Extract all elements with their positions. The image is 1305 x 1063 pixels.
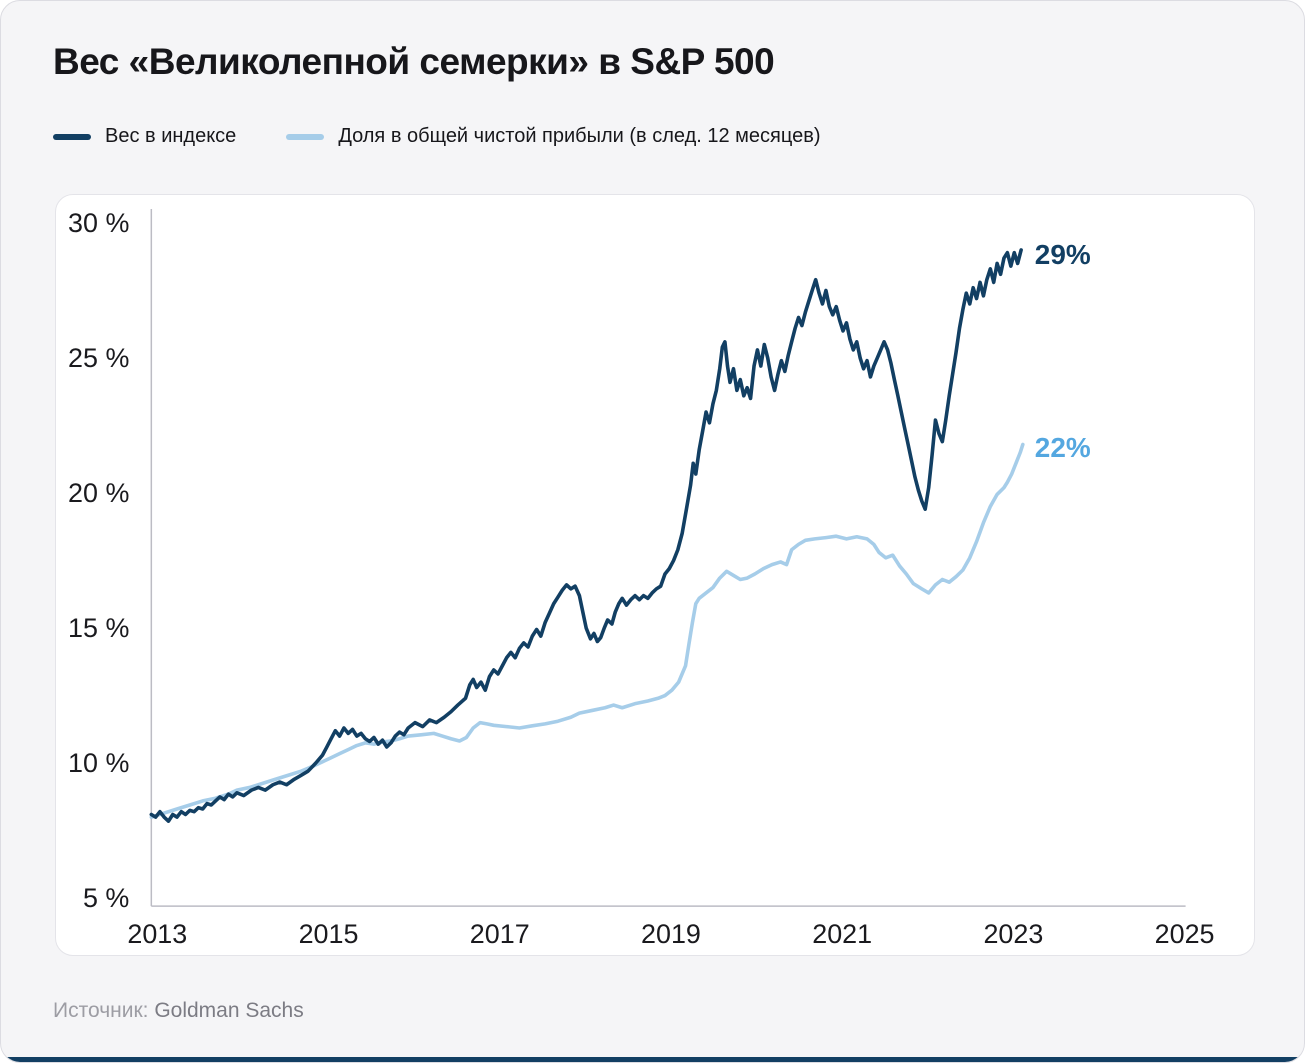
source: Источник: Goldman Sachs (53, 999, 304, 1023)
bottom-accent-bar (1, 1057, 1304, 1062)
page-title: Вес «Великолепной семерки» в S&P 500 (53, 41, 775, 82)
y-tick-label: 15 % (68, 613, 129, 643)
y-tick-label: 10 % (68, 748, 129, 778)
series-line-1 (149, 442, 1025, 819)
chart-card: 30 % 25 % 20 % 15 % 10 % 5 % 2013 2015 2017 2019 2… (55, 194, 1255, 956)
x-tick-label: 2015 (299, 919, 359, 949)
source-label: Источник: (53, 999, 149, 1022)
line-chart-canvas: 30 % 25 % 20 % 15 % 10 % 5 % 2013 2015 2017 2019 2… (68, 208, 1215, 949)
y-tick-label: 30 % (68, 208, 129, 238)
value-annotation: 29% (1035, 239, 1091, 270)
source-value: Goldman Sachs (154, 999, 304, 1022)
x-tick-label: 2023 (983, 919, 1043, 949)
series-line-0 (149, 248, 1023, 823)
x-tick-label: 2013 (127, 919, 187, 949)
x-tick-label: 2025 (1155, 919, 1215, 949)
x-tick-label: 2017 (470, 919, 530, 949)
legend-label-profit-share: Доля в общей чистой прибыли (в след. 12 … (338, 125, 821, 147)
legend: Вес в индексе Доля в общей чистой прибыл… (53, 125, 821, 148)
x-tick-label: 2021 (812, 919, 872, 949)
y-tick-label: 20 % (68, 478, 129, 508)
legend-label-index-weight: Вес в индексе (105, 125, 237, 147)
legend-swatch-navy (53, 133, 91, 140)
legend-item-index-weight: Вес в индексе (53, 125, 236, 148)
y-tick-label: 5 % (83, 883, 129, 913)
y-tick-label: 25 % (68, 343, 129, 373)
legend-swatch-light-blue (286, 133, 325, 140)
x-tick-label: 2019 (641, 919, 701, 949)
legend-item-profit-share: Доля в общей чистой прибыли (в след. 12 … (286, 125, 821, 148)
value-annotation: 22% (1035, 432, 1091, 463)
